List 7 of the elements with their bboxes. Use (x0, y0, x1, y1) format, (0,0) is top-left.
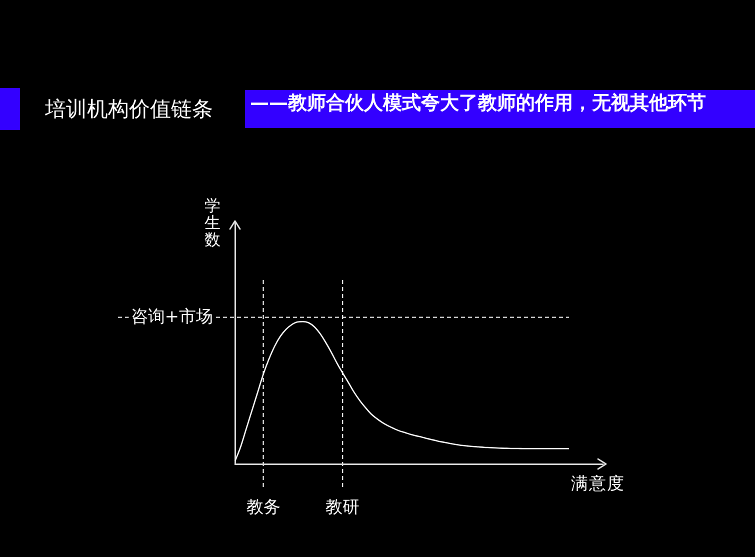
chart-title: 培训机构价值链条 (45, 96, 213, 122)
chart-subtitle: ——教师合伙人模式夸大了教师的作用，无视其他环节 (245, 90, 755, 128)
x-tick-label: 教务 (246, 498, 280, 518)
ref-line-label: 咨询+市场 (130, 306, 213, 327)
x-tick-label: 教研 (326, 498, 360, 518)
x-axis-title: 满意度 (571, 474, 625, 494)
y-axis-title: 学生数 (204, 196, 221, 249)
